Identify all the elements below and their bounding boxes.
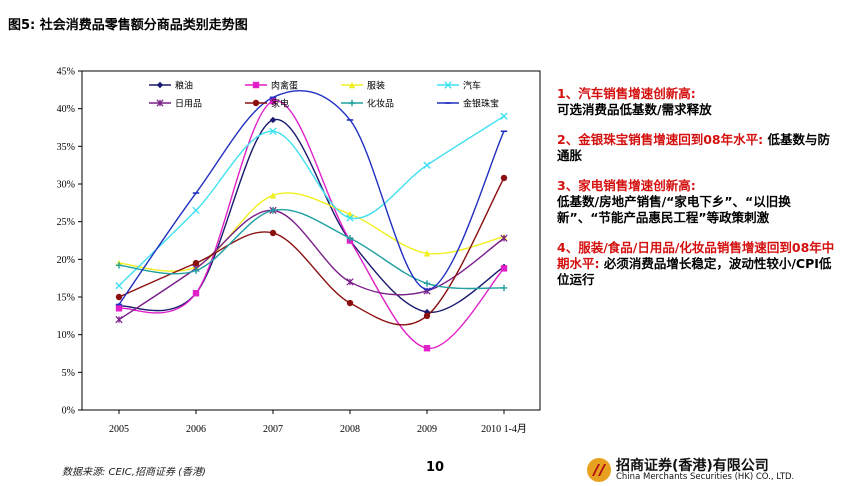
- series-6-point: [115, 293, 123, 301]
- notes-panel: 1、汽车销售增速创新高: 可选消费品低基数/需求释放 2、金银珠宝销售增速回到0…: [557, 86, 837, 302]
- series-2-point: [423, 345, 431, 352]
- note-2-highlight: 2、金银珠宝销售增速回到08年水平:: [557, 132, 764, 147]
- series-4-point: [192, 206, 200, 215]
- legend-marker: [252, 99, 260, 107]
- note-1: 1、汽车销售增速创新高: 可选消费品低基数/需求释放: [557, 86, 837, 118]
- x-tick-label: 2008: [340, 424, 360, 435]
- series-5-point: [500, 234, 508, 242]
- legend-label: 日用品: [175, 99, 202, 110]
- legend-marker: [444, 81, 452, 89]
- legend-marker: [348, 81, 356, 89]
- x-tick-label: 2010 1-4月: [481, 423, 527, 435]
- y-tick-label: 5%: [62, 368, 75, 379]
- series-line-4: [118, 115, 505, 287]
- y-tick-label: 10%: [57, 330, 75, 341]
- series-7-point: [346, 235, 354, 242]
- legend-label: 家电: [271, 98, 289, 110]
- legend-label: 肉禽蛋: [271, 80, 298, 92]
- series-7-point: [423, 280, 431, 287]
- note-3-body: 低基数/房地产销售/“家电下乡”、“以旧换新”、“节能产品惠民工程”等政策刺激: [557, 194, 791, 225]
- series-5-point: [346, 278, 354, 286]
- series-6-point: [423, 312, 431, 320]
- series-line-3: [118, 192, 505, 272]
- legend-marker: [156, 99, 164, 107]
- note-4: 4、服装/食品/日用品/化妆品销售增速回到08年中期水平: 必须消费品增长稳定，…: [557, 240, 837, 288]
- legend-marker: [252, 81, 260, 89]
- note-4-highlight: 4、服装/食品/日用品/化妆品销售增速回到08年中期水平:: [557, 240, 835, 271]
- legend-label: 服装: [367, 80, 385, 92]
- series-line-1: [118, 119, 505, 313]
- series-4-point: [346, 214, 354, 222]
- series-4-point: [115, 282, 123, 290]
- legend-label: 汽车: [463, 80, 481, 92]
- y-tick-label: 35%: [57, 142, 75, 153]
- note-2: 2、金银珠宝销售增速回到08年水平: 低基数与防通胀: [557, 132, 837, 164]
- note-1-highlight: 1、汽车销售增速创新高:: [557, 86, 696, 101]
- company-name-cn: 招商证券(香港)有限公司: [616, 458, 769, 474]
- x-tick-label: 2005: [109, 424, 129, 435]
- series-line-7: [118, 208, 505, 290]
- y-tick-label: 30%: [57, 180, 75, 191]
- series-6-point: [500, 174, 508, 182]
- figure-title: 图5: 社会消费品零售额分商品类别走势图: [8, 18, 248, 33]
- data-source: 数据来源: CEIC,招商证券 (香港): [62, 467, 206, 478]
- series-4-point: [423, 161, 431, 169]
- x-tick-label: 2007: [263, 424, 283, 435]
- series-2-point: [500, 265, 508, 272]
- series-7-point: [192, 267, 200, 274]
- note-1-body: 可选消费品低基数/需求释放: [557, 102, 712, 117]
- series-line-6: [118, 177, 505, 326]
- series-3-point: [423, 250, 431, 257]
- page-number: 10: [426, 460, 445, 475]
- series-6-point: [269, 229, 277, 237]
- y-tick-label: 25%: [57, 217, 75, 228]
- x-tick-label: 2006: [186, 424, 206, 435]
- company-name-en: China Merchants Securities (HK) CO., LTD…: [616, 472, 795, 482]
- note-3: 3、家电销售增速创新高: 低基数/房地产销售/“家电下乡”、“以旧换新”、“节能…: [557, 178, 837, 226]
- note-4-body: 必须消费品增长稳定，波动性较小/CPI低位运行: [557, 256, 832, 287]
- y-tick-label: 20%: [57, 255, 75, 266]
- y-tick-label: 45%: [57, 67, 75, 78]
- series-2-point: [192, 290, 200, 297]
- line-chart: 0% 5% 10% 15% 20% 25% 30% 35% 40% 45% 2005 2006 2007…: [57, 67, 541, 435]
- series-1-point: [269, 116, 277, 124]
- series-7-point: [115, 262, 123, 269]
- series-line-2: [118, 100, 505, 349]
- series-5-point: [115, 315, 123, 324]
- legend-label: 化妆品: [367, 98, 394, 110]
- x-tick-label: 2009: [417, 424, 437, 435]
- legend-marker: [156, 81, 164, 89]
- series-2-point: [269, 97, 277, 105]
- legend-marker: [348, 99, 356, 107]
- company-logo-icon: [587, 458, 611, 482]
- series-6-point: [346, 299, 354, 307]
- series-7-point: [500, 284, 508, 292]
- series-3-point: [269, 192, 277, 199]
- note-3-highlight: 3、家电销售增速创新高:: [557, 178, 696, 193]
- legend-label: 金银珠宝: [463, 98, 499, 110]
- plot-frame: [81, 70, 541, 411]
- series-2-point: [115, 305, 123, 312]
- y-tick-label: 40%: [57, 104, 75, 115]
- y-tick-label: 15%: [57, 293, 75, 304]
- series-4-point: [500, 112, 508, 120]
- series-line-8: [118, 90, 505, 305]
- note-2-body: 低基数与防通胀: [557, 132, 830, 163]
- series-4-point: [269, 127, 277, 135]
- series-6-point: [192, 259, 200, 267]
- y-tick-label: 0%: [62, 406, 75, 417]
- series-7-point: [269, 207, 277, 214]
- legend-label: 粮油: [175, 80, 193, 92]
